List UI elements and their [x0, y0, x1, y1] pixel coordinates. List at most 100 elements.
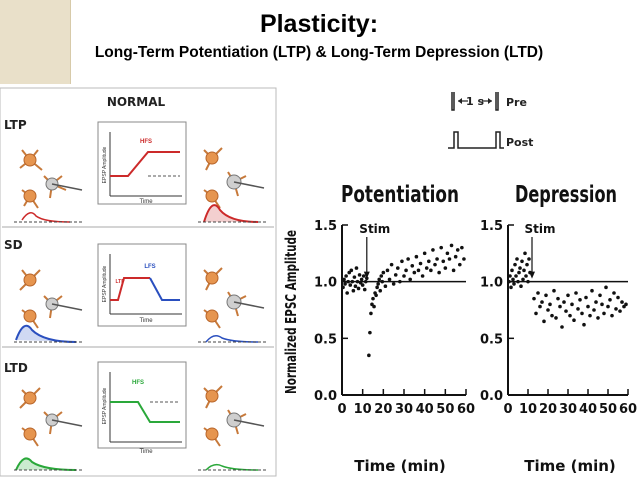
epsp-inset-plot: LFS LTP EPSP Amplitude Time: [97, 243, 187, 327]
data-point: [516, 279, 520, 284]
data-point: [380, 279, 385, 284]
neuron-cluster-icon: [203, 385, 265, 447]
data-point: [351, 288, 356, 293]
data-point: [416, 268, 421, 273]
data-point: [624, 302, 628, 307]
data-point: [354, 266, 359, 270]
data-point: [449, 243, 454, 248]
arrowhead-down-icon: [529, 271, 535, 279]
row-sd: SD LFS LTP EPSP Amplitude Time: [4, 238, 268, 343]
data-point: [526, 279, 530, 284]
stim-annotation: Stim: [525, 222, 556, 236]
data-point: [513, 262, 517, 267]
inset-ylabel: EPSP Amplitude: [102, 265, 108, 302]
data-point: [424, 266, 429, 270]
data-point: [612, 291, 616, 295]
data-point: [414, 254, 419, 259]
data-point: [377, 277, 382, 282]
arrowhead-left-icon: [458, 98, 462, 104]
potentiation-chart: Potentiation Normalized EPSC Amplitude T…: [282, 182, 475, 475]
data-point: [378, 288, 383, 293]
data-point: [508, 274, 512, 278]
data-point: [435, 257, 439, 261]
x-tick-label: 20: [374, 402, 392, 417]
data-point: [576, 307, 580, 311]
data-point: [460, 245, 464, 250]
data-point: [556, 296, 560, 301]
data-point: [540, 300, 544, 304]
x-tick-label: 0: [503, 402, 512, 417]
data-point: [588, 313, 592, 318]
data-point: [343, 282, 347, 286]
data-point: [596, 316, 600, 320]
x-axis-label: Time (min): [524, 457, 616, 475]
row-label: LTD: [4, 361, 28, 375]
data-point: [451, 268, 456, 273]
data-point: [412, 270, 417, 275]
x-tick-label: 10: [354, 402, 372, 417]
data-point: [357, 273, 362, 277]
y-tick-label: 0.5: [480, 332, 503, 347]
epsp-trace: [21, 212, 71, 223]
data-point: [398, 279, 402, 284]
neuron-cluster-icon: [19, 149, 83, 209]
data-point: [538, 304, 542, 309]
stim-label: HFS: [132, 380, 144, 386]
data-point: [453, 254, 458, 259]
data-point: [532, 296, 536, 301]
data-point: [520, 259, 524, 264]
y-tick-label: 0.5: [314, 332, 337, 347]
data-point: [564, 309, 568, 313]
epsp-trace: [15, 324, 77, 343]
corner-decoration: [0, 0, 71, 84]
data-point: [363, 279, 368, 284]
stim-annotation: Stim: [359, 222, 390, 236]
data-point: [439, 245, 444, 250]
row-ltd: LTD HFS EPSP Amplitude Time: [4, 361, 268, 471]
data-point: [389, 262, 394, 267]
pre-label: Pre: [506, 96, 527, 109]
x-tick-label: 60: [619, 402, 637, 417]
data-point: [600, 302, 604, 307]
row-label: LTP: [4, 118, 27, 132]
data-point: [349, 268, 354, 273]
data-point: [604, 285, 608, 290]
x-tick-label: 20: [539, 402, 557, 417]
y-tick-label: 1.5: [314, 219, 337, 234]
data-point: [616, 295, 620, 300]
data-point: [524, 274, 528, 278]
post-label: Post: [506, 136, 533, 149]
x-axis-label: Time (min): [354, 457, 446, 475]
data-point: [342, 277, 346, 282]
stim-label: HFS: [140, 139, 152, 145]
data-point: [400, 259, 404, 264]
post-trace: [448, 131, 504, 149]
row-ltp: LTP HFS EPSP Amplitude Time: [4, 118, 268, 223]
y-axis-label: Normalized EPSC Amplitude: [282, 230, 300, 394]
neuron-cluster-icon: [203, 147, 265, 209]
data-point: [517, 270, 521, 275]
data-point: [345, 291, 349, 295]
data-point: [519, 284, 523, 289]
data-point: [341, 285, 345, 290]
data-point: [353, 284, 358, 289]
y-tick-label: 0.0: [314, 389, 337, 404]
data-point: [352, 275, 357, 279]
data-point: [346, 279, 351, 284]
y-tick-label: 1.5: [480, 219, 503, 234]
data-point: [610, 313, 614, 318]
data-point: [462, 257, 466, 261]
data-point: [348, 283, 353, 287]
neuron-cluster-icon: [19, 269, 83, 329]
data-point: [410, 264, 415, 268]
epsp-inset-plot: HFS EPSP Amplitude Time: [97, 121, 187, 205]
normal-heading: NORMAL: [107, 95, 166, 109]
data-point: [433, 262, 437, 267]
data-point: [369, 311, 373, 316]
data-point: [376, 282, 380, 286]
x-tick-label: 0: [337, 402, 346, 417]
data-point: [375, 285, 379, 290]
data-point: [546, 308, 550, 312]
data-point: [404, 268, 408, 273]
